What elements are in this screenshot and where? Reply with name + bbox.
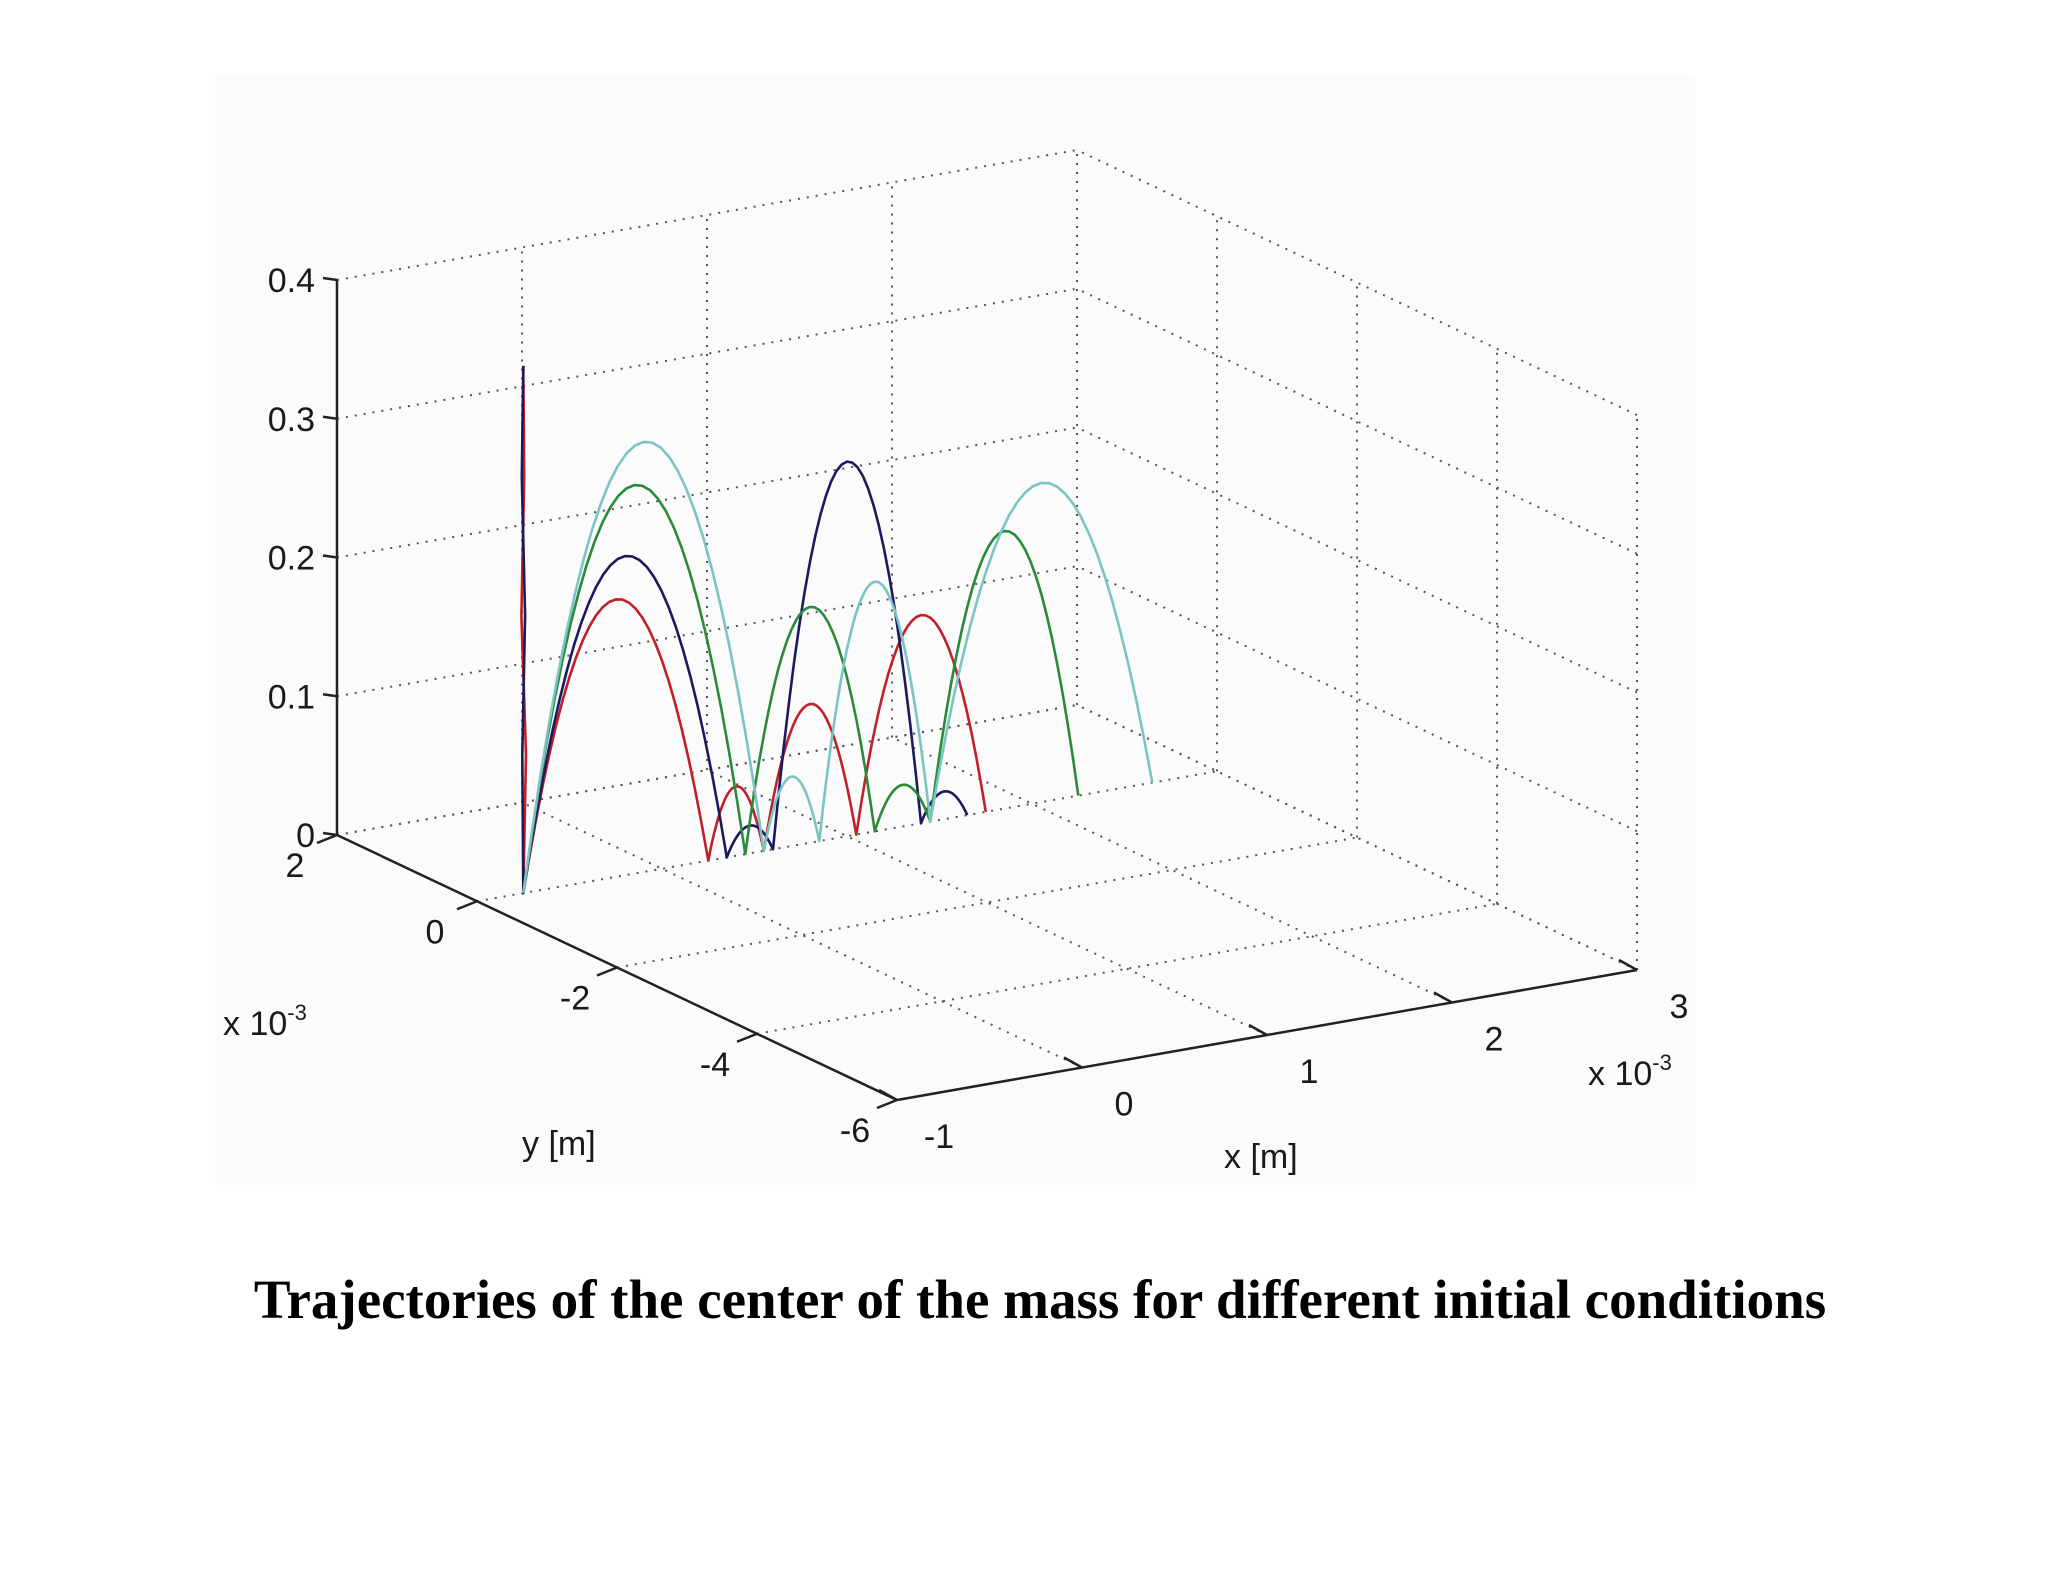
z-tick-label: 0.3	[268, 401, 315, 439]
axis-labels: x [m] y [m] x 10-3 x 10-3	[223, 1000, 1672, 1176]
trajectory-series-4	[522, 440, 1154, 894]
x-tick	[1248, 1023, 1268, 1037]
x-tick	[878, 1088, 898, 1102]
y-tick	[876, 1098, 898, 1110]
grid-line	[336, 565, 1078, 698]
z-tick-label: 0.4	[268, 262, 315, 300]
grid-line	[521, 801, 1083, 1069]
x-tick	[1063, 1056, 1083, 1069]
z-tick	[322, 554, 338, 559]
z-tick	[322, 276, 338, 282]
x-tick-label: -1	[924, 1118, 954, 1156]
y-tick	[456, 900, 478, 911]
z-tick-label: 0	[296, 817, 315, 855]
z-tick	[322, 693, 338, 698]
y-tick	[316, 833, 338, 845]
trajectory-series	[520, 365, 1154, 895]
x-tick-label: 1	[1300, 1053, 1319, 1091]
grid-line	[1076, 287, 1638, 555]
grid-line	[336, 149, 1078, 281]
x-multiplier: x 10-3	[1588, 1050, 1672, 1093]
grid-line	[891, 736, 1453, 1004]
grid-line	[1076, 149, 1638, 416]
y-tick-label: 0	[426, 913, 445, 951]
figure-caption: Trajectories of the center of the mass f…	[253, 1269, 1827, 1330]
x-tick-label: 0	[1115, 1086, 1134, 1124]
x-tick	[1433, 991, 1453, 1004]
x-tick-label: 2	[1485, 1021, 1504, 1059]
y-multiplier: x 10-3	[223, 1000, 307, 1043]
y-axis-label: y [m]	[522, 1125, 596, 1163]
x-tick-label: 3	[1670, 988, 1689, 1026]
grid-line	[336, 426, 1078, 559]
x-tick	[1618, 958, 1638, 972]
z-tick-label: 0.2	[268, 540, 315, 578]
grid-line	[706, 769, 1268, 1036]
grid-lines	[336, 149, 1638, 1101]
trajectory-series-1	[520, 365, 988, 895]
y-tick	[596, 966, 618, 977]
z-tick-label: 0.1	[268, 678, 315, 716]
y-tick-label: -2	[560, 980, 590, 1018]
y-tick-label: -6	[840, 1112, 870, 1150]
y-tick-label: -4	[700, 1046, 730, 1084]
x-axis-label: x [m]	[1224, 1138, 1298, 1176]
z-tick	[322, 415, 338, 420]
y-tick-label: 2	[286, 847, 305, 885]
trajectory-series-3	[522, 483, 1080, 894]
y-tick	[736, 1032, 758, 1043]
